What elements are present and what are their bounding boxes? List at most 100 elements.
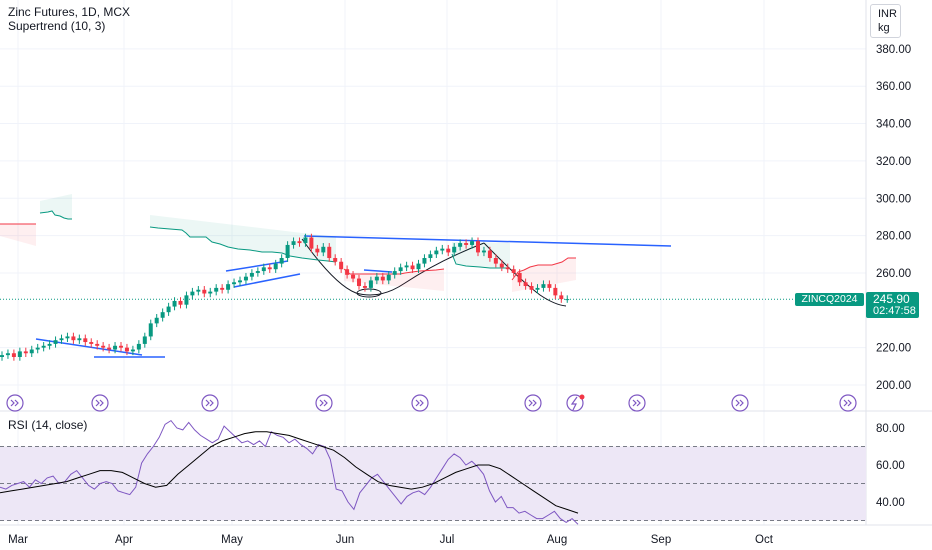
- lightning-event-icon[interactable]: [566, 394, 585, 412]
- candle: [345, 265, 350, 279]
- trendline: [233, 273, 301, 288]
- time-tick-label: Apr: [115, 534, 133, 546]
- candle-body: [249, 272, 254, 277]
- candle: [309, 233, 314, 253]
- event-marker-icon[interactable]: [731, 394, 749, 412]
- candle: [232, 278, 237, 288]
- candle: [255, 267, 260, 277]
- event-marker-icon[interactable]: [201, 394, 219, 412]
- price-tick-label: 260.00: [876, 268, 911, 280]
- time-tick-label: Oct: [755, 534, 774, 546]
- candle: [303, 233, 308, 247]
- candle: [321, 243, 326, 257]
- candle-body: [529, 286, 534, 290]
- candle: [130, 345, 135, 356]
- candle: [95, 340, 100, 350]
- candle-body: [386, 274, 391, 281]
- candle-body: [511, 269, 516, 273]
- candle: [481, 246, 486, 257]
- lightning-icon: [570, 396, 578, 411]
- price-axis[interactable]: 380.00 360.00 340.00 320.00 300.00 280.00 260.…: [876, 44, 911, 509]
- candle-body: [196, 289, 201, 292]
- candle: [487, 246, 492, 262]
- candle-body: [160, 312, 165, 318]
- candle-body: [404, 265, 409, 268]
- candlestick-series: [0, 233, 570, 361]
- candle: [208, 287, 213, 298]
- candle-body: [297, 241, 302, 244]
- candle: [226, 280, 231, 294]
- unit-label: kg: [878, 22, 890, 34]
- candle: [351, 271, 356, 283]
- candle: [178, 297, 183, 309]
- alert-dot: [579, 394, 585, 400]
- candle: [65, 332, 70, 343]
- candle: [547, 280, 552, 292]
- candle-body: [83, 338, 88, 343]
- candle-body: [499, 263, 504, 268]
- trendline: [225, 260, 289, 272]
- event-marker-icon[interactable]: [628, 394, 646, 412]
- candle: [35, 343, 40, 354]
- candle: [154, 314, 159, 328]
- candle: [11, 349, 16, 361]
- rsi-legend[interactable]: RSI (14, close): [8, 418, 88, 432]
- event-marker-icon[interactable]: [315, 394, 333, 412]
- double-chevron-icon: [95, 399, 104, 407]
- candle-body: [315, 248, 320, 253]
- event-marker-icon[interactable]: [524, 394, 542, 412]
- candle-body: [517, 272, 522, 283]
- candle: [184, 291, 189, 309]
- candle: [101, 342, 106, 352]
- candle-body: [470, 241, 475, 245]
- candle: [83, 334, 88, 346]
- event-circle: [91, 394, 109, 412]
- event-circle: [315, 394, 333, 412]
- trendline-drawings[interactable]: [35, 235, 672, 358]
- candle-body: [368, 280, 373, 288]
- price-tick-label: 380.00: [876, 44, 911, 56]
- candle: [458, 239, 463, 251]
- pattern-ellipse: [356, 288, 382, 298]
- event-circle: [839, 394, 857, 412]
- candle-body: [279, 258, 284, 264]
- supertrend-up-line: [149, 226, 337, 263]
- candle-body: [487, 250, 492, 259]
- supertrend-down-fill: [0, 224, 36, 246]
- candle-body: [410, 265, 415, 270]
- last-price-value: 245.90: [873, 292, 910, 306]
- candle-body: [5, 353, 10, 356]
- candle-body: [535, 287, 540, 290]
- candle-body: [291, 241, 296, 245]
- candle: [404, 261, 409, 272]
- currency-unit-button[interactable]: INR kg: [870, 4, 901, 38]
- candle-body: [303, 237, 308, 244]
- candle: [493, 254, 498, 268]
- candle: [124, 343, 129, 356]
- chart-title[interactable]: Zinc Futures, 1D, MCX: [8, 5, 131, 19]
- event-marker-icon[interactable]: [411, 394, 429, 412]
- event-markers[interactable]: [6, 394, 857, 412]
- time-axis[interactable]: Mar Apr May Jun Jul Aug Sep Oct: [8, 534, 774, 546]
- candle-body: [136, 343, 141, 350]
- candle: [5, 349, 10, 359]
- candle-body: [71, 336, 76, 341]
- supertrend-legend[interactable]: Supertrend (10, 3): [8, 19, 106, 33]
- candle-body: [190, 291, 195, 296]
- candle-body: [505, 267, 510, 270]
- event-marker-icon[interactable]: [6, 394, 24, 412]
- double-chevron-icon: [319, 399, 328, 407]
- double-chevron-icon: [528, 399, 537, 407]
- candle: [339, 258, 344, 273]
- supertrend-up-line: [451, 253, 510, 269]
- event-marker-icon[interactable]: [91, 394, 109, 412]
- candle-body: [255, 271, 260, 273]
- candle: [559, 291, 564, 303]
- candle-body: [95, 343, 100, 346]
- candle: [511, 265, 516, 277]
- event-circle: [731, 394, 749, 412]
- candle-body: [547, 284, 552, 288]
- candle-body: [345, 269, 350, 275]
- event-marker-icon[interactable]: [839, 394, 857, 412]
